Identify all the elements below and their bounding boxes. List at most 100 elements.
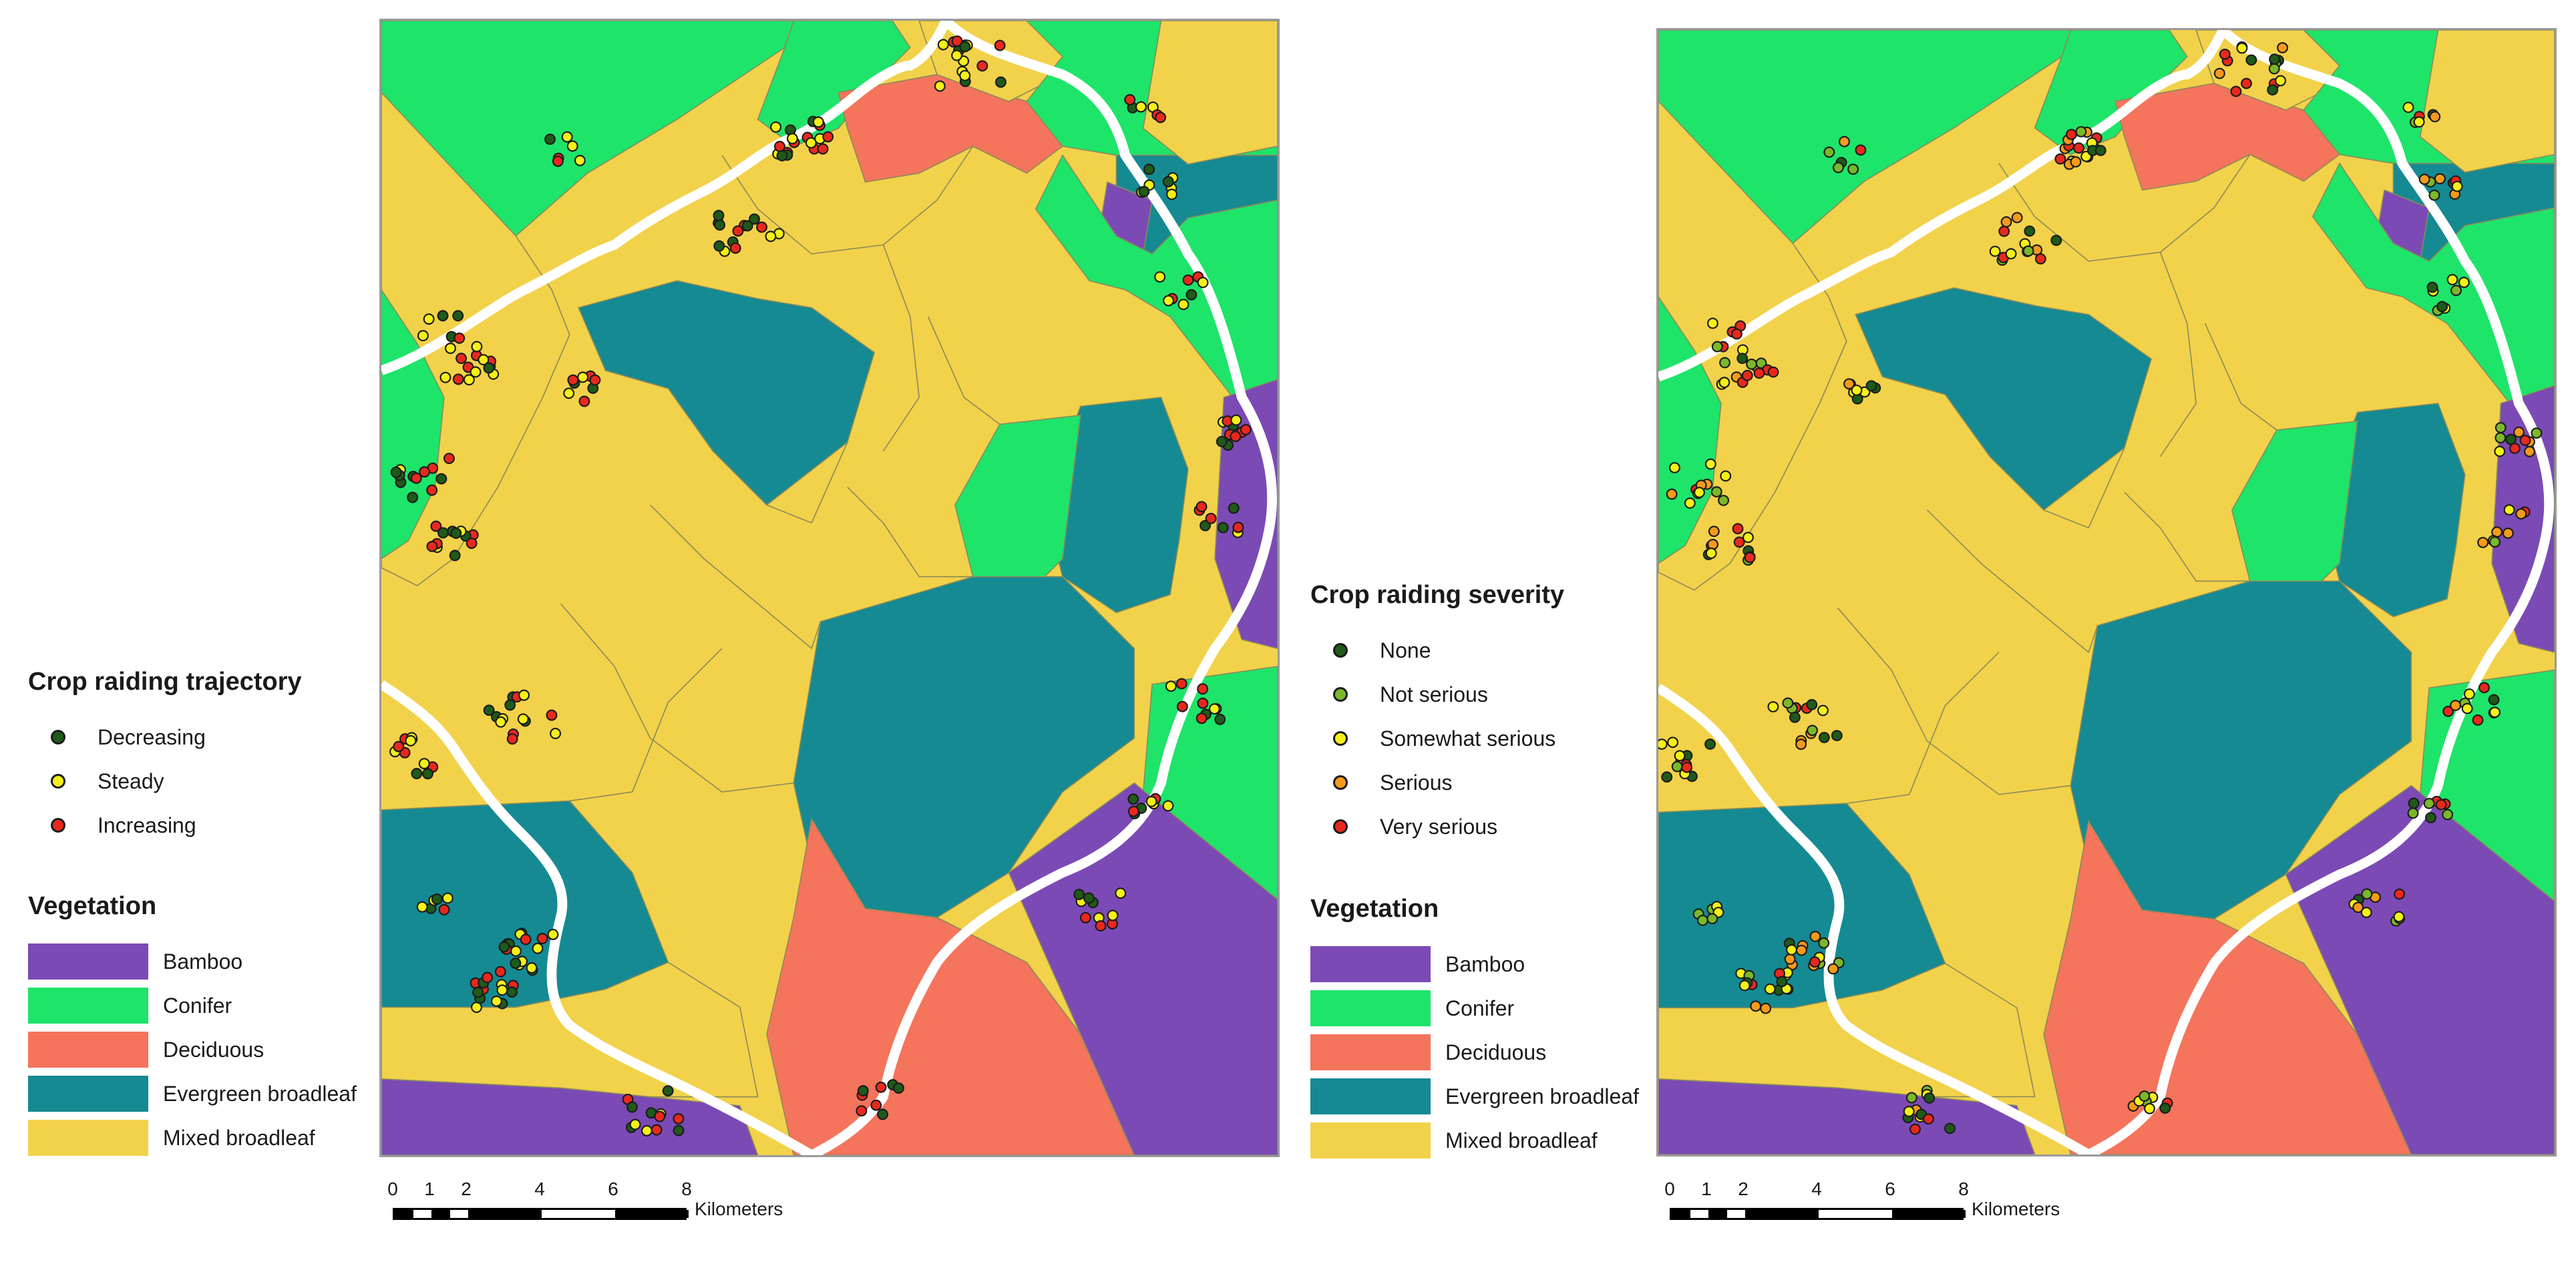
crop-raiding-point[interactable] [2094,144,2106,156]
crop-raiding-point[interactable] [2489,706,2501,718]
crop-raiding-point[interactable] [510,958,522,970]
crop-raiding-point[interactable] [1115,887,1127,899]
crop-raiding-point[interactable] [2523,445,2535,457]
crop-raiding-point[interactable] [641,1125,653,1136]
crop-raiding-point[interactable] [2070,156,2082,168]
crop-raiding-point[interactable] [2230,85,2242,97]
crop-raiding-point[interactable] [2219,48,2231,60]
map-severity[interactable] [1656,28,2557,1156]
crop-raiding-point[interactable] [443,453,455,465]
crop-raiding-point[interactable] [951,49,963,61]
crop-raiding-point[interactable] [453,332,466,344]
crop-raiding-point[interactable] [1738,980,1751,992]
crop-raiding-point[interactable] [1200,519,1212,532]
crop-raiding-point[interactable] [2515,508,2527,519]
crop-raiding-point[interactable] [626,1101,638,1113]
crop-raiding-point[interactable] [1704,739,1716,750]
crop-raiding-point[interactable] [1944,1122,1956,1134]
crop-raiding-point[interactable] [470,366,482,378]
crop-raiding-point[interactable] [729,242,741,254]
crop-raiding-point[interactable] [976,60,988,72]
crop-raiding-point[interactable] [405,734,417,747]
crop-raiding-point[interactable] [2503,504,2515,515]
crop-raiding-point[interactable] [812,116,824,128]
crop-raiding-point[interactable] [393,741,405,753]
crop-raiding-point[interactable] [1998,226,2010,237]
crop-raiding-point[interactable] [1730,328,1742,340]
crop-raiding-point[interactable] [1205,512,1217,524]
crop-raiding-point[interactable] [390,466,402,478]
crop-raiding-point[interactable] [817,143,829,155]
crop-raiding-point[interactable] [2451,180,2463,192]
crop-raiding-point[interactable] [1784,954,1796,965]
crop-raiding-point[interactable] [578,395,590,407]
crop-raiding-point[interactable] [437,527,449,539]
crop-raiding-point[interactable] [2425,812,2436,823]
crop-raiding-point[interactable] [749,213,760,225]
crop-raiding-point[interactable] [1719,357,1731,369]
crop-raiding-point[interactable] [1195,712,1208,724]
crop-raiding-point[interactable] [2426,281,2438,293]
crop-raiding-point[interactable] [2050,234,2062,246]
crop-raiding-point[interactable] [877,1108,889,1120]
crop-raiding-point[interactable] [662,1085,674,1097]
crop-raiding-point[interactable] [2435,799,2447,811]
crop-raiding-point[interactable] [1166,188,1177,200]
crop-raiding-point[interactable] [822,131,834,143]
crop-raiding-point[interactable] [1684,497,1696,509]
crop-raiding-point[interactable] [994,39,1006,51]
crop-raiding-point[interactable] [1711,341,1723,353]
crop-raiding-point[interactable] [1240,423,1252,435]
crop-raiding-point[interactable] [418,758,430,770]
crop-raiding-point[interactable] [2402,101,2414,114]
crop-raiding-point[interactable] [2446,274,2458,286]
crop-raiding-point[interactable] [452,310,464,322]
crop-raiding-point[interactable] [1674,750,1686,762]
crop-raiding-point[interactable] [2159,1102,2171,1114]
crop-raiding-point[interactable] [544,134,556,146]
crop-raiding-point[interactable] [416,901,428,913]
crop-raiding-point[interactable] [1666,488,1678,500]
crop-raiding-point[interactable] [1736,353,1749,365]
crop-raiding-point[interactable] [1230,431,1242,443]
crop-raiding-point[interactable] [2034,253,2046,265]
crop-raiding-point[interactable] [651,1124,663,1136]
crop-raiding-point[interactable] [673,1113,685,1124]
crop-raiding-point[interactable] [1753,367,1765,379]
crop-raiding-point[interactable] [2442,809,2454,821]
crop-raiding-point[interactable] [732,225,744,237]
crop-raiding-point[interactable] [959,69,971,81]
crop-raiding-point[interactable] [2407,807,2419,819]
crop-raiding-point[interactable] [2450,700,2462,711]
crop-raiding-point[interactable] [1138,186,1150,198]
crop-raiding-point[interactable] [1107,909,1119,921]
crop-raiding-point[interactable] [893,1082,904,1094]
map-trajectory[interactable] [379,19,1280,1157]
crop-raiding-point[interactable] [1162,176,1174,188]
crop-raiding-point[interactable] [1827,963,1839,975]
crop-raiding-point[interactable] [2428,189,2440,201]
crop-raiding-point[interactable] [1831,730,1843,741]
crop-raiding-point[interactable] [536,933,548,944]
crop-raiding-point[interactable] [857,1085,869,1097]
crop-raiding-point[interactable] [1197,683,1209,695]
crop-raiding-point[interactable] [776,150,788,162]
crop-raiding-point[interactable] [2139,1090,2151,1102]
crop-raiding-point[interactable] [1661,771,1673,783]
crop-raiding-point[interactable] [435,473,447,485]
crop-raiding-point[interactable] [2011,212,2023,224]
crop-raiding-point[interactable] [2413,116,2425,128]
crop-raiding-point[interactable] [1989,245,2001,257]
crop-raiding-point[interactable] [1706,913,1718,925]
crop-raiding-point[interactable] [2144,1102,2156,1114]
crop-raiding-point[interactable] [1708,525,1720,538]
crop-raiding-point[interactable] [431,893,443,905]
crop-raiding-point[interactable] [1776,976,1788,988]
crop-raiding-point[interactable] [2434,173,2446,185]
crop-raiding-point[interactable] [1208,703,1220,715]
crop-raiding-point[interactable] [2024,225,2036,237]
crop-raiding-point[interactable] [1230,414,1242,426]
crop-raiding-point[interactable] [589,374,601,386]
crop-raiding-point[interactable] [1214,713,1226,725]
crop-raiding-point[interactable] [1782,697,1794,709]
